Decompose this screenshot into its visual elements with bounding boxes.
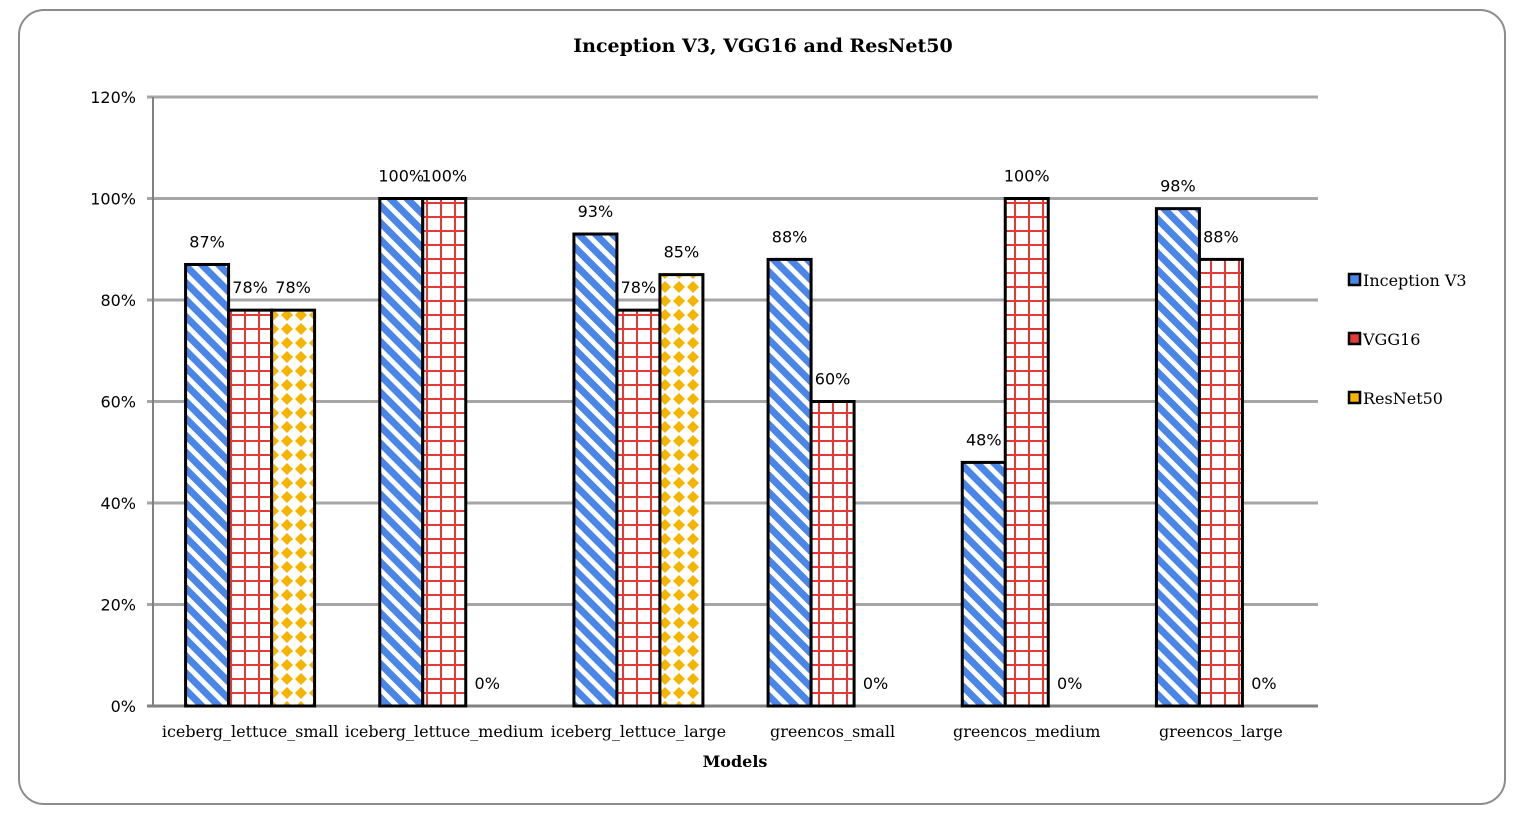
y-tick-label: 20% (100, 596, 136, 615)
data-label: 87% (189, 232, 225, 251)
bar-vgg16 (227, 308, 274, 708)
legend-label: ResNet50 (1363, 389, 1443, 408)
legend: Inception V3 VGG16 ResNet50 (1347, 271, 1467, 408)
bar-vgg16 (615, 308, 662, 708)
y-axis-ticks: 0% 20% 40% 60% 80% 100% 120% (90, 88, 136, 716)
data-label: 60% (815, 370, 851, 389)
bars (184, 197, 1244, 708)
legend-swatch (1347, 390, 1362, 405)
bar-resnet50 (270, 308, 317, 708)
data-label: 100% (378, 167, 424, 186)
data-label: 0% (475, 674, 500, 693)
x-category-label: iceberg_lettuce_small (162, 722, 338, 741)
data-label: 0% (863, 674, 888, 693)
chart-title: Inception V3, VGG16 and ResNet50 (573, 35, 952, 57)
x-category-label: iceberg_lettuce_medium (345, 722, 544, 741)
bar-vgg16 (421, 197, 468, 708)
x-axis-categories: iceberg_lettuce_small iceberg_lettuce_med… (162, 722, 1283, 741)
bar-vgg16 (809, 400, 856, 708)
legend-item: ResNet50 (1347, 389, 1443, 408)
legend-swatch (1347, 331, 1362, 346)
bar-inception-v3 (572, 232, 619, 708)
data-label: 98% (1160, 177, 1196, 196)
legend-item: VGG16 (1347, 330, 1420, 349)
y-tick-label: 80% (100, 291, 136, 310)
bar-inception-v3 (184, 262, 231, 708)
bar-inception-v3 (378, 197, 425, 708)
legend-item: Inception V3 (1347, 271, 1467, 290)
bar-inception-v3 (1154, 207, 1201, 708)
y-tick-label: 120% (90, 88, 136, 107)
data-label: 48% (966, 430, 1002, 449)
data-label: 88% (772, 227, 808, 246)
bar-inception-v3 (766, 257, 813, 708)
data-label: 0% (1057, 674, 1082, 693)
data-label: 100% (1004, 167, 1050, 186)
bar-vgg16 (1003, 197, 1050, 708)
x-axis-title: Models (703, 752, 768, 771)
y-tick-label: 100% (90, 190, 136, 209)
x-category-label: greencos_large (1159, 722, 1283, 741)
data-label: 78% (275, 278, 311, 297)
data-label: 78% (621, 278, 657, 297)
data-label: 93% (578, 202, 614, 221)
legend-swatch (1347, 272, 1362, 287)
bar-inception-v3 (960, 460, 1007, 708)
data-labels: 87%78% 78%100%100%0%93%78%85%88%60%0%48%1… (189, 167, 1276, 694)
data-label: 88% (1203, 227, 1239, 246)
x-category-label: greencos_medium (953, 722, 1100, 741)
y-tick-label: 40% (100, 494, 136, 513)
data-label: 78% (232, 278, 268, 297)
legend-label: VGG16 (1362, 330, 1420, 349)
x-category-label: iceberg_lettuce_large (551, 722, 726, 741)
legend-label: Inception V3 (1363, 271, 1467, 290)
data-label: 85% (664, 243, 700, 262)
y-tick-label: 0% (111, 697, 136, 716)
data-label: 100% (421, 167, 467, 186)
y-tick-label: 60% (100, 393, 136, 412)
bar-vgg16 (1197, 257, 1244, 708)
bar-resnet50 (658, 273, 705, 708)
gridlines (147, 95, 1318, 708)
data-label: 0% (1251, 674, 1276, 693)
x-category-label: greencos_small (770, 722, 895, 741)
